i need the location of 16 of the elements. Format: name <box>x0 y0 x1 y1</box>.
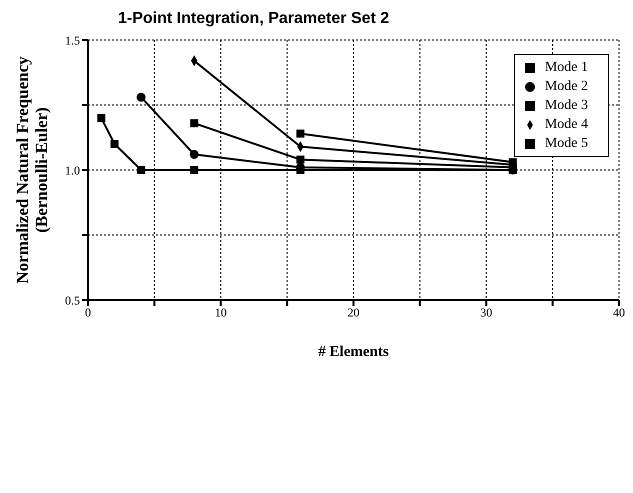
x-tick-label: 10 <box>214 306 227 320</box>
legend-label: Mode 3 <box>544 98 588 113</box>
y-tick-label: 1.5 <box>65 33 80 48</box>
x-tick-label: 20 <box>348 306 360 320</box>
legend-label: Mode 4 <box>544 117 588 132</box>
chart-title: 1-Point Integration, Parameter Set 2 <box>118 10 390 28</box>
x-tick-label: 30 <box>480 306 492 320</box>
legend-label: Mode 2 <box>544 79 588 94</box>
y-tick-label: 1.0 <box>65 163 80 178</box>
legend-label: Mode 5 <box>544 136 588 151</box>
x-tick-label: 40 <box>613 306 625 320</box>
x-axis-title: # Elements <box>318 344 389 360</box>
y-axis-title: Normalized Natural Frequency (Bernoulli-Euler) <box>13 56 51 284</box>
y-tick-label: 0.5 <box>65 293 80 308</box>
x-tick-label: 0 <box>85 306 91 320</box>
legend-label: Mode 1 <box>544 60 588 75</box>
